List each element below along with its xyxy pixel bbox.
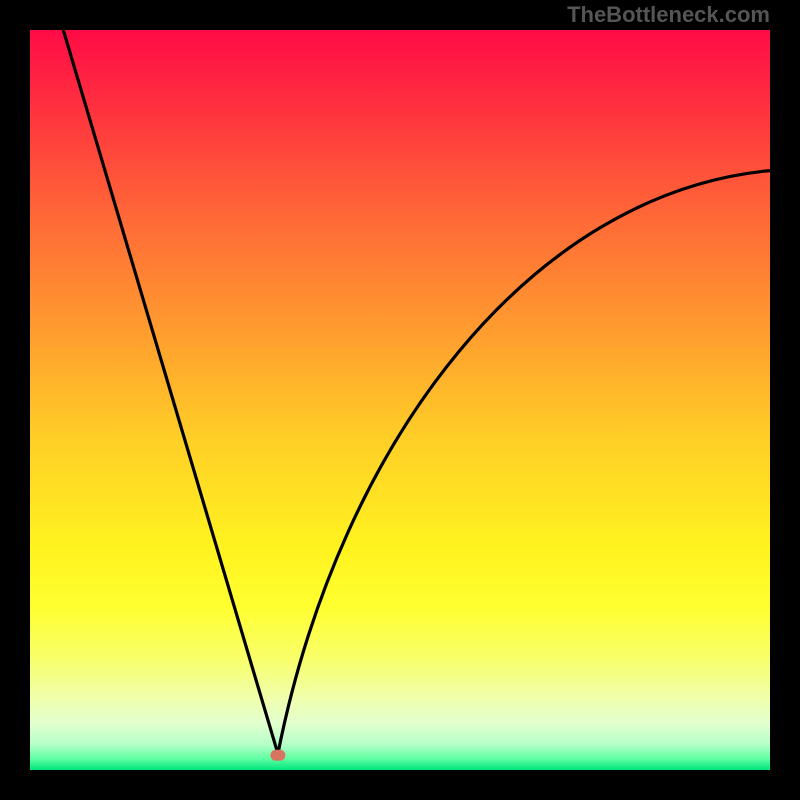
chart-container: TheBottleneck.com bbox=[0, 0, 800, 800]
watermark-text: TheBottleneck.com bbox=[567, 2, 770, 28]
plot-area bbox=[30, 30, 770, 770]
